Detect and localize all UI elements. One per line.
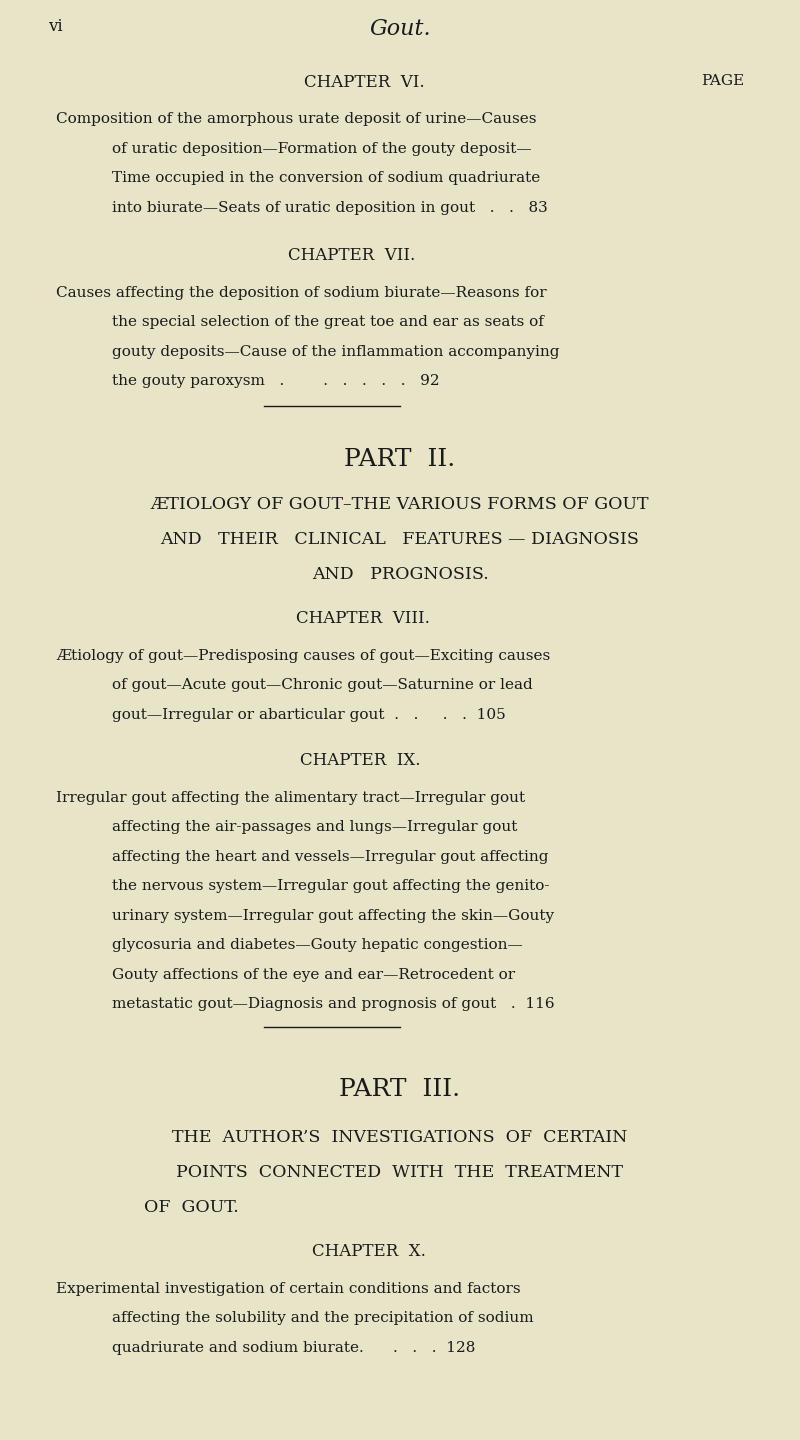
Text: the nervous system—Irregular gout affecting the genito-: the nervous system—Irregular gout affect…: [112, 878, 550, 893]
Text: urinary system—Irregular gout affecting the skin—Gouty: urinary system—Irregular gout affecting …: [112, 909, 554, 923]
Text: metastatic gout—Diagnosis and prognosis of gout   .  116: metastatic gout—Diagnosis and prognosis …: [112, 996, 554, 1011]
Text: vi: vi: [48, 19, 62, 36]
Text: glycosuria and diabetes—Gouty hepatic congestion—: glycosuria and diabetes—Gouty hepatic co…: [112, 937, 522, 952]
Text: Experimental investigation of certain conditions and factors: Experimental investigation of certain co…: [56, 1282, 521, 1296]
Text: gout—Irregular or abarticular gout  .   .     .   .  105: gout—Irregular or abarticular gout . . .…: [112, 707, 506, 721]
Text: quadriurate and sodium biurate.      .   .   .  128: quadriurate and sodium biurate. . . . 12…: [112, 1341, 475, 1355]
Text: Irregular gout affecting the alimentary tract—Irregular gout: Irregular gout affecting the alimentary …: [56, 791, 525, 805]
Text: affecting the solubility and the precipitation of sodium: affecting the solubility and the precipi…: [112, 1312, 534, 1325]
Text: CHAPTER  VI.: CHAPTER VI.: [304, 73, 425, 91]
Text: gouty deposits—Cause of the inflammation accompanying: gouty deposits—Cause of the inflammation…: [112, 344, 559, 359]
Text: Gout.: Gout.: [369, 19, 431, 40]
Text: Gouty affections of the eye and ear—Retrocedent or: Gouty affections of the eye and ear—Retr…: [112, 968, 515, 982]
Text: Causes affecting the deposition of sodium biurate—Reasons for: Causes affecting the deposition of sodiu…: [56, 285, 546, 300]
Text: PART  II.: PART II.: [344, 448, 456, 471]
Text: THE  AUTHOR’S  INVESTIGATIONS  OF  CERTAIN: THE AUTHOR’S INVESTIGATIONS OF CERTAIN: [172, 1129, 628, 1146]
Text: Ætiology of gout—Predisposing causes of gout—Exciting causes: Ætiology of gout—Predisposing causes of …: [56, 649, 550, 662]
Text: AND   THEIR   CLINICAL   FEATURES — DIAGNOSIS: AND THEIR CLINICAL FEATURES — DIAGNOSIS: [161, 531, 639, 547]
Text: the gouty paroxysm   .        .   .   .   .   .   92: the gouty paroxysm . . . . . . 92: [112, 374, 440, 389]
Text: of uratic deposition—Formation of the gouty deposit—: of uratic deposition—Formation of the go…: [112, 143, 532, 156]
Text: ÆTIOLOGY OF GOUT–THE VARIOUS FORMS OF GOUT: ÆTIOLOGY OF GOUT–THE VARIOUS FORMS OF GO…: [150, 495, 650, 513]
Text: the special selection of the great toe and ear as seats of: the special selection of the great toe a…: [112, 315, 544, 330]
Text: PART  III.: PART III.: [339, 1079, 461, 1102]
Text: affecting the heart and vessels—Irregular gout affecting: affecting the heart and vessels—Irregula…: [112, 850, 549, 864]
Text: of gout—Acute gout—Chronic gout—Saturnine or lead: of gout—Acute gout—Chronic gout—Saturnin…: [112, 678, 533, 693]
Text: CHAPTER  IX.: CHAPTER IX.: [300, 752, 421, 769]
Text: Composition of the amorphous urate deposit of urine—Causes: Composition of the amorphous urate depos…: [56, 112, 537, 127]
Text: CHAPTER  X.: CHAPTER X.: [312, 1243, 426, 1260]
Text: Time occupied in the conversion of sodium quadriurate: Time occupied in the conversion of sodiu…: [112, 171, 540, 186]
Text: into biurate—Seats of uratic deposition in gout   .   .   83: into biurate—Seats of uratic deposition …: [112, 202, 548, 215]
Text: CHAPTER  VIII.: CHAPTER VIII.: [296, 611, 430, 626]
Text: affecting the air-passages and lungs—Irregular gout: affecting the air-passages and lungs—Irr…: [112, 821, 518, 834]
Text: POINTS  CONNECTED  WITH  THE  TREATMENT: POINTS CONNECTED WITH THE TREATMENT: [177, 1164, 623, 1181]
Text: OF  GOUT.: OF GOUT.: [144, 1200, 238, 1215]
Text: AND   PROGNOSIS.: AND PROGNOSIS.: [312, 566, 488, 583]
Text: PAGE: PAGE: [701, 73, 744, 88]
Text: CHAPTER  VII.: CHAPTER VII.: [288, 248, 415, 264]
